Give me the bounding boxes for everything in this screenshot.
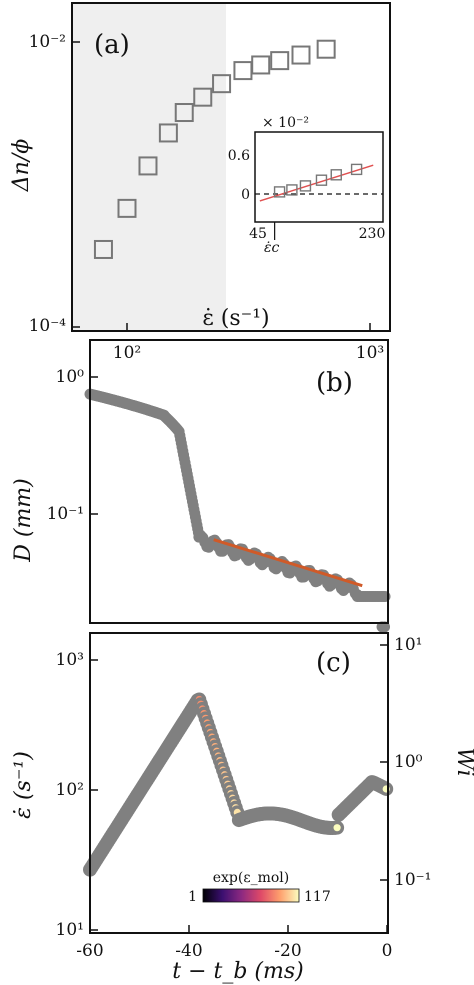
panel-c-xtick-2: -20 <box>274 941 301 961</box>
panel-a-points <box>93 39 336 259</box>
inset-xtick-0: 45 <box>249 226 267 242</box>
colorbar: exp(ε_mol) 1 117 <box>188 870 331 905</box>
panel-a-point <box>212 74 232 94</box>
panel-a-frame <box>71 2 391 332</box>
panel-a-point <box>270 51 290 71</box>
panel-b-ylabel: D (mm) <box>11 478 36 563</box>
colorbar-gradient <box>202 888 300 903</box>
panel-a-point <box>291 45 311 65</box>
panel-b-point <box>376 621 388 633</box>
panel-a-ylabel: Δn/ϕ <box>9 139 34 192</box>
inset-point <box>315 174 328 186</box>
inset-point <box>350 163 363 176</box>
panel-c-xtick-0: -60 <box>76 941 103 961</box>
panel-c-label: (c) <box>316 648 351 678</box>
panel-a-point <box>233 61 253 81</box>
panel-a-point <box>174 103 194 123</box>
panel-a-point <box>138 156 158 176</box>
panel-a-label: (a) <box>94 30 130 60</box>
panel-b-frame <box>89 339 389 624</box>
panel-c: (c) 10³ 10² 10¹ 10¹ 10⁰ 10⁻¹ Wi -60 -40 … <box>11 632 474 984</box>
inset-x-marker-label: ε̇c <box>264 240 280 256</box>
panel-b-points <box>84 388 391 633</box>
colorbar-min-label: 1 <box>188 889 197 905</box>
panel-c-point-color <box>333 824 341 832</box>
panel-c-ytick-right-0: 10¹ <box>394 635 422 655</box>
panel-c-frame <box>89 632 389 934</box>
inset-point <box>299 180 312 192</box>
panel-a-ytick-0: 10⁻² <box>29 32 66 52</box>
panel-a-point <box>93 239 113 259</box>
panel-c-ytick-1: 10² <box>56 780 84 800</box>
panel-c-points <box>83 692 394 877</box>
panel-a-point <box>251 55 271 75</box>
panel-b-ytick-1: 10⁻¹ <box>47 504 84 524</box>
inset-point <box>286 184 298 196</box>
panel-c-ylabel-right: Wi <box>452 747 474 776</box>
panel-a-point <box>158 123 178 143</box>
panel-b-ytick-0: 10⁰ <box>56 367 85 387</box>
panel-c-ytick-right-1: 10⁰ <box>394 752 423 772</box>
panel-a-shaded-region <box>72 3 226 331</box>
inset-content <box>255 163 383 240</box>
inset-ytick-1: 0 <box>241 187 250 203</box>
inset-ytick-0: 0.6 <box>228 148 250 164</box>
panel-c-xtick-3: 0 <box>382 941 393 961</box>
panel-c-xlabel: t − t_b (ms) <box>172 959 304 984</box>
panel-a-point <box>117 198 137 218</box>
panel-a: (a) 10⁻² 10⁻⁴ 10² 10³ Δn/ϕ ε̇ (s⁻¹) × 10… <box>9 2 391 363</box>
panel-b-fit-line <box>213 538 363 588</box>
inset-multiplier: × 10⁻² <box>262 115 309 131</box>
inset-point <box>330 169 342 181</box>
panel-a-point <box>316 39 336 59</box>
panel-c-ytick-2: 10¹ <box>56 920 84 940</box>
panel-a-ytick-1: 10⁻⁴ <box>29 316 67 336</box>
panel-a-point <box>193 87 213 107</box>
panel-c-ytick-0: 10³ <box>56 650 84 670</box>
panel-a-inset: × 10⁻² 0.6 0 45 230 ε̇c <box>228 115 386 256</box>
inset-point <box>273 186 286 198</box>
panel-b: (b) 10⁰ 10⁻¹ D (mm) <box>11 339 391 633</box>
panel-c-ylabel: ε̇ (s⁻¹) <box>11 751 36 819</box>
panel-c-ytick-right-2: 10⁻¹ <box>394 870 431 890</box>
colorbar-label: exp(ε_mol) <box>213 870 290 886</box>
inset-xtick-1: 230 <box>359 226 386 242</box>
panel-b-label: (b) <box>316 368 353 398</box>
colorbar-max-label: 117 <box>304 889 331 905</box>
panel-a-xtick-0: 10² <box>113 343 141 363</box>
panel-a-xlabel: ε̇ (s⁻¹) <box>202 306 269 331</box>
panel-c-xtick-1: -40 <box>175 941 202 961</box>
panel-a-xtick-1: 10³ <box>356 343 384 363</box>
